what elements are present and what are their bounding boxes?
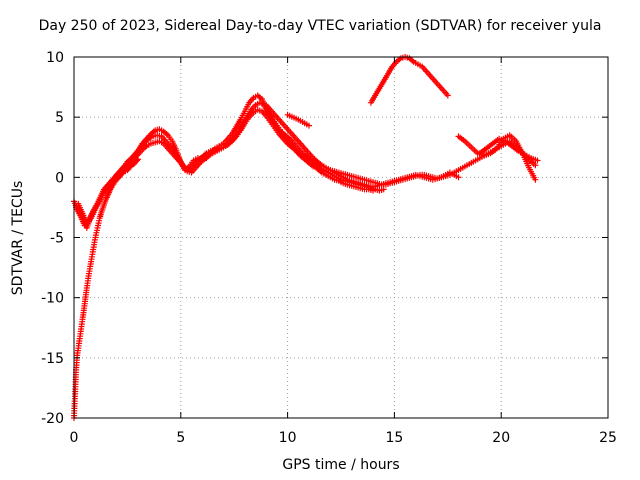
series-arc-8	[367, 54, 451, 106]
chart-title: Day 250 of 2023, Sidereal Day-to-day VTE…	[38, 18, 602, 34]
data-point-markers	[327, 138, 539, 190]
x-tick-label: 25	[599, 430, 617, 446]
series-arc-3	[73, 99, 387, 229]
series-arc-10	[476, 135, 541, 164]
y-tick-label: -10	[41, 291, 64, 307]
x-tick-label: 10	[279, 430, 297, 446]
data-point-markers	[367, 54, 451, 106]
series-arc-7	[327, 138, 539, 190]
data-point-markers	[284, 111, 312, 129]
y-tick-label: -20	[41, 411, 64, 427]
y-tick-label: 0	[55, 170, 64, 186]
series-arc-1	[71, 156, 142, 421]
data-point-markers	[73, 99, 387, 229]
data-point-markers	[75, 106, 376, 227]
x-tick-label: 0	[70, 430, 79, 446]
x-tick-label: 20	[492, 430, 510, 446]
x-tick-label: 5	[176, 430, 185, 446]
data-point-markers	[476, 135, 541, 164]
y-tick-label: -15	[41, 351, 64, 367]
y-tick-label: 10	[46, 50, 64, 66]
data-point-markers	[71, 156, 142, 421]
series-arc-6	[284, 111, 312, 129]
series-arc-4	[75, 106, 376, 227]
y-tick-label: -5	[50, 231, 64, 247]
x-axis-label: GPS time / hours	[282, 457, 400, 473]
x-tick-label: 15	[385, 430, 403, 446]
y-tick-label: 5	[55, 110, 64, 126]
